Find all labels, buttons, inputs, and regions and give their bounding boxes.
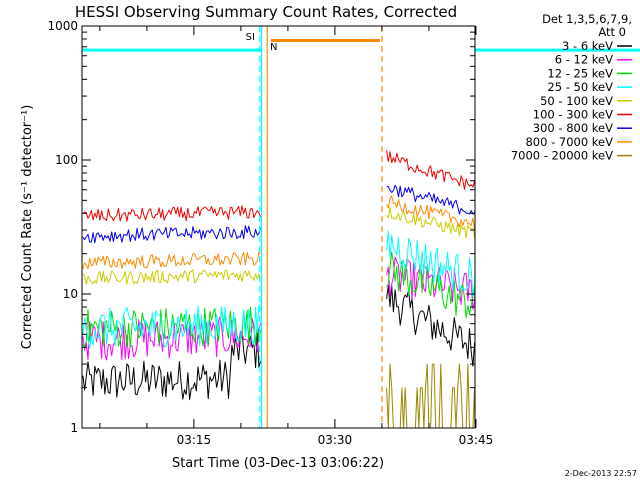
legend-label: 6 - 12 keV [555, 53, 613, 67]
y-axis-label: Corrected Count Rate (s⁻¹ detector⁻¹) [20, 105, 35, 350]
legend-label: 100 - 300 keV [533, 108, 613, 122]
chart-title: HESSI Observing Summary Count Rates, Cor… [75, 3, 457, 21]
x-tick-label: 03:45 [459, 433, 494, 447]
x-axis-label: Start Time (03-Dec-13 03:06:22) [172, 456, 384, 471]
y-tick-label: 1000 [47, 19, 78, 33]
event-markers: SI N [246, 26, 383, 428]
legend-label: 50 - 100 keV [540, 94, 613, 108]
timestamp: 2-Dec-2013 22:57 [565, 469, 637, 478]
series-trace [82, 206, 476, 330]
y-tick-label: 1 [70, 421, 78, 435]
plot-area: SI N 03:15 03:30 03:45 1 10 100 1000 [47, 19, 640, 447]
y-axis-ticks: 1 10 100 1000 [47, 19, 475, 435]
series-trace [82, 256, 476, 361]
x-axis-ticks: 03:15 03:30 03:45 [99, 26, 494, 447]
legend-label: 25 - 50 keV [547, 80, 613, 94]
legend-label: 12 - 25 keV [547, 66, 613, 80]
series-trace [82, 284, 476, 402]
flag-label-n: N [270, 42, 277, 53]
x-tick-label: 03:15 [177, 433, 212, 447]
y-tick-label: 100 [55, 153, 78, 167]
legend-label: 3 - 6 keV [562, 39, 613, 53]
legend-header-line-2: Att 0 [598, 25, 626, 39]
flag-label-si: SI [246, 32, 255, 43]
series-trace [386, 363, 476, 429]
plot-frame [81, 25, 476, 429]
series-trace [82, 251, 476, 354]
y-tick-label: 10 [63, 287, 78, 301]
legend-label: 800 - 7000 keV [525, 135, 613, 149]
legend-label: 7000 - 20000 keV [511, 149, 613, 163]
x-tick-label: 03:30 [318, 433, 353, 447]
legend-label: 300 - 800 keV [533, 121, 613, 135]
legend-header-line-1: Det 1,3,5,6,7,9, [542, 12, 632, 26]
